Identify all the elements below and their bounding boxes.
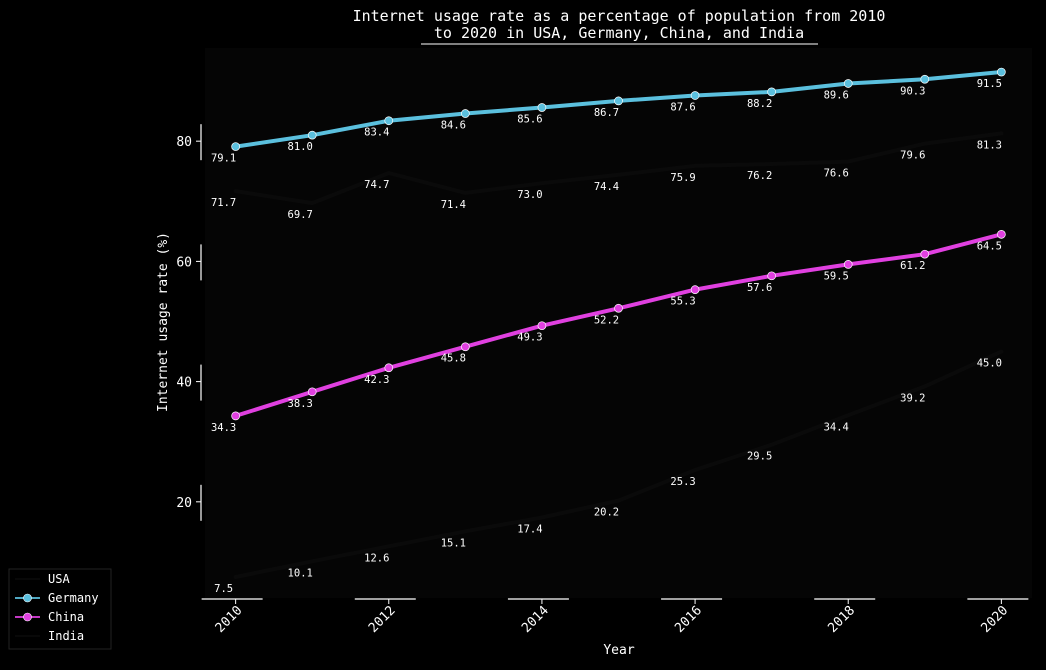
data-label-china: 45.8 [441, 353, 466, 365]
data-point-germany [614, 96, 623, 106]
data-point-germany [461, 109, 470, 118]
data-point-china [997, 229, 1006, 239]
data-point-germany [843, 79, 853, 88]
data-label-india: 15.1 [441, 537, 466, 549]
series-germany [231, 67, 1006, 151]
x-axis-label: Year [603, 643, 634, 658]
data-label-india: 29.5 [747, 451, 772, 463]
y-tick-label: 60 [176, 255, 192, 270]
data-label-china: 49.3 [517, 332, 542, 344]
data-label-germany: 84.6 [441, 120, 466, 132]
y-tick-label: 40 [176, 376, 192, 391]
data-label-germany: 90.3 [900, 85, 925, 97]
data-point-china [690, 285, 700, 294]
series-line-usa [233, 131, 1004, 206]
series-india [233, 349, 1004, 579]
data-label-usa: 74.4 [594, 181, 619, 193]
chart-title-line-1: Internet usage rate as a percentage of p… [353, 7, 886, 25]
data-label-india: 7.5 [214, 583, 233, 595]
series-china [231, 229, 1006, 421]
data-label-usa: 76.2 [747, 170, 772, 182]
plot-area [205, 48, 1032, 598]
legend-item-germany: Germany [15, 591, 99, 605]
legend-label-china: China [48, 610, 84, 624]
data-label-usa: 74.7 [364, 179, 389, 191]
data-point-china [537, 321, 547, 331]
data-label-germany: 85.6 [517, 114, 542, 126]
data-label-india: 10.1 [288, 567, 313, 579]
data-point-china [920, 249, 930, 259]
data-label-china: 52.2 [594, 314, 619, 326]
data-label-india: 20.2 [594, 507, 619, 519]
legend-marker-china [23, 612, 32, 622]
data-point-germany [920, 74, 930, 84]
data-point-china [461, 342, 470, 352]
data-label-usa: 71.7 [211, 197, 236, 209]
chart-title-line-2: to 2020 in USA, Germany, China, and Indi… [434, 24, 804, 42]
data-point-china [384, 363, 394, 373]
series-layer [231, 67, 1006, 579]
data-label-china: 61.2 [900, 260, 925, 272]
data-label-india: 34.4 [824, 421, 849, 433]
data-label-china: 42.3 [364, 374, 389, 386]
data-label-india: 12.6 [364, 552, 389, 564]
data-point-germany [537, 103, 547, 112]
data-point-germany [690, 91, 700, 100]
data-label-usa: 71.4 [441, 199, 466, 211]
data-point-china [843, 260, 853, 269]
data-label-germany: 86.7 [594, 107, 619, 119]
chart-title: Internet usage rate as a percentage of p… [353, 7, 886, 45]
data-label-germany: 83.4 [364, 127, 389, 139]
data-label-china: 57.6 [747, 282, 772, 294]
data-label-usa: 79.6 [900, 150, 925, 162]
data-point-china [767, 271, 776, 281]
data-point-germany [307, 130, 317, 140]
legend-item-india: India [15, 629, 84, 643]
legend-item-china: China [15, 610, 84, 624]
data-label-usa: 81.3 [977, 139, 1002, 151]
data-label-india: 17.4 [517, 523, 542, 535]
legend-label-germany: Germany [48, 591, 99, 605]
data-label-china: 38.3 [288, 398, 313, 410]
data-label-china: 34.3 [211, 422, 236, 434]
data-label-germany: 81.0 [288, 141, 313, 153]
legend-marker-germany [23, 593, 32, 603]
y-axis-label: Internet usage rate (%) [156, 232, 171, 412]
data-point-germany [231, 142, 240, 151]
series-usa [233, 131, 1004, 206]
data-label-india: 45.0 [977, 358, 1002, 370]
legend-label-india: India [48, 629, 84, 643]
data-label-china: 55.3 [670, 296, 695, 308]
y-tick-label: 20 [176, 496, 192, 511]
data-point-china [231, 411, 240, 421]
data-label-china: 59.5 [824, 270, 849, 282]
data-label-germany: 89.6 [824, 89, 849, 101]
data-point-germany [997, 67, 1006, 77]
data-label-germany: 87.6 [670, 101, 695, 113]
data-label-germany: 88.2 [747, 98, 772, 110]
data-label-germany: 79.1 [211, 153, 236, 165]
data-label-usa: 75.9 [670, 172, 695, 184]
data-point-germany [767, 87, 776, 97]
data-label-usa: 69.7 [288, 209, 313, 221]
data-point-china [307, 387, 317, 397]
legend-item-usa: USA [15, 572, 70, 586]
legend-label-usa: USA [48, 572, 70, 586]
data-label-india: 39.2 [900, 392, 925, 404]
data-point-china [614, 303, 623, 313]
data-label-india: 25.3 [670, 476, 695, 488]
y-tick-label: 80 [176, 135, 192, 150]
data-point-germany [384, 116, 394, 126]
data-label-china: 64.5 [977, 240, 1002, 252]
data-label-usa: 73.0 [517, 189, 542, 201]
plot-background [205, 48, 1032, 598]
data-labels: 71.7 69.7 74.7 71.4 73.0 74.4 75.9 76.2 76.6 79.6… [211, 78, 1002, 595]
data-label-usa: 76.6 [824, 168, 849, 180]
data-label-germany: 91.5 [977, 78, 1002, 90]
series-line-india [233, 349, 1004, 579]
legend: USA Germany China India [8, 568, 112, 650]
